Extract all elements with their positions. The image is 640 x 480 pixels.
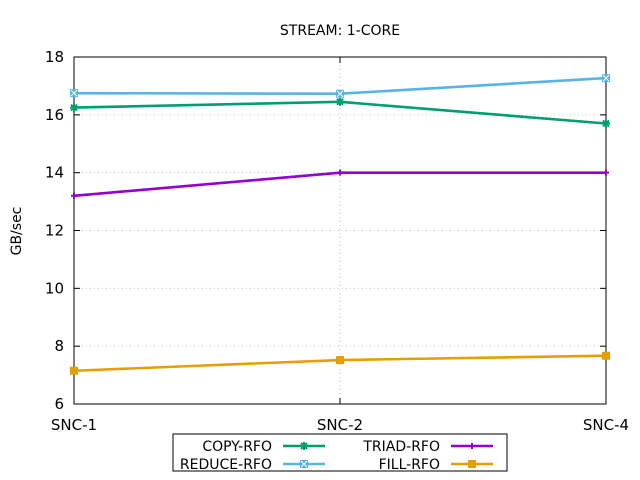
data-point (603, 169, 609, 176)
series-reduce-rfo (70, 74, 610, 98)
legend-marker (300, 460, 308, 468)
legend-label: REDUCE-RFO (180, 457, 272, 473)
data-point (336, 356, 344, 365)
legend-item-reduce-rfo: REDUCE-RFO (180, 457, 325, 473)
legend-marker (469, 443, 475, 449)
y-tick-label: 10 (45, 279, 64, 297)
data-point (602, 351, 610, 360)
legend-label: COPY-RFO (202, 439, 272, 455)
y-tick-label: 18 (45, 48, 64, 66)
grid (74, 57, 606, 404)
legend-item-triad-rfo: TRIAD-RFO (362, 439, 493, 455)
legend-marker (468, 460, 476, 468)
data-point (602, 74, 610, 83)
y-tick-label: 16 (45, 106, 64, 124)
y-tick-label: 8 (54, 337, 64, 355)
data-point (336, 89, 344, 98)
legend-label: FILL-RFO (379, 457, 440, 473)
data-point (602, 119, 610, 128)
data-point (70, 103, 78, 112)
y-axis-label: GB/sec (9, 207, 25, 256)
data-point (71, 192, 77, 199)
x-tick-label: SNC-2 (317, 416, 363, 434)
legend-item-copy-rfo: COPY-RFO (202, 439, 325, 455)
series-layer (70, 74, 610, 375)
y-tick-label: 12 (45, 222, 64, 240)
legend: COPY-RFO TRIAD-RFO REDUCE-RFO FILL-RFO (172, 433, 508, 473)
series-copy-rfo (70, 97, 610, 128)
data-point (70, 89, 78, 98)
legend-marker (300, 442, 308, 450)
legend-box (172, 433, 508, 472)
x-tick-label: SNC-4 (583, 416, 629, 434)
legend-label: TRIAD-RFO (362, 439, 440, 455)
chart-title: STREAM: 1-CORE (280, 23, 400, 39)
series-fill-rfo (70, 351, 610, 375)
data-point (336, 97, 344, 106)
data-point (70, 366, 78, 375)
x-tick-label: SNC-1 (51, 416, 97, 434)
data-point (337, 169, 343, 176)
series-triad-rfo (71, 169, 609, 199)
y-tick-label: 6 (54, 395, 64, 413)
legend-item-fill-rfo: FILL-RFO (379, 457, 493, 473)
axis-ticks: 6 8 10 12 14 16 18 SNC-1 SNC-2 SNC-4 (45, 48, 629, 434)
y-tick-label: 14 (45, 164, 64, 182)
series-line (73, 171, 606, 198)
